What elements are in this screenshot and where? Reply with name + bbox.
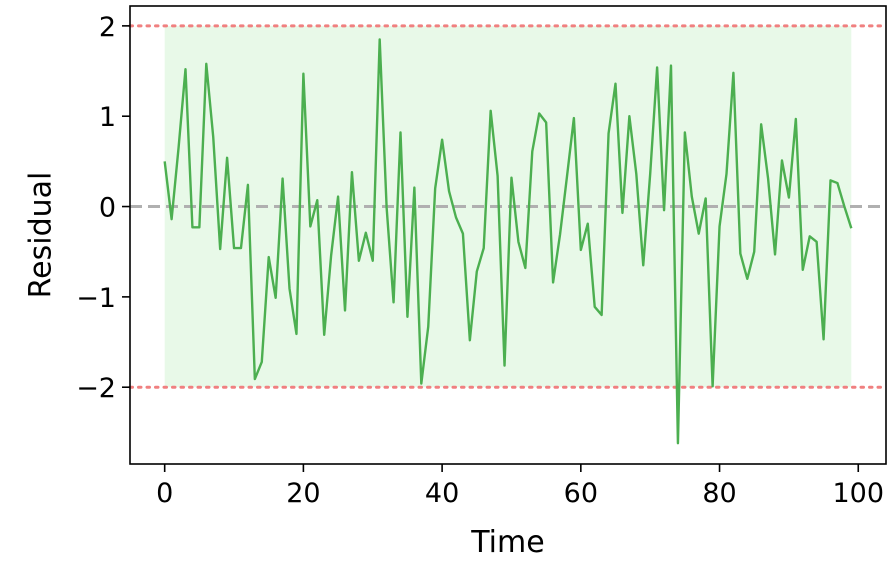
y-tick-label: 1 — [99, 102, 116, 133]
axes: 0 20 40 60 80 100 −2 −1 0 1 2 — [76, 5, 887, 509]
x-axis-label: Time — [470, 525, 544, 559]
y-axis-label: Residual — [24, 172, 59, 299]
x-tick-label: 40 — [425, 478, 459, 509]
y-tick-label: −1 — [76, 283, 116, 314]
plot-area — [128, 24, 888, 445]
x-tick-label: 60 — [564, 478, 598, 509]
x-tick-label: 100 — [832, 478, 884, 509]
y-tick-label: 2 — [99, 12, 116, 43]
y-tick-label: 0 — [99, 193, 116, 224]
y-tick-label: −2 — [76, 373, 116, 404]
residual-series-line — [163, 38, 853, 445]
x-tick-label: 80 — [702, 478, 736, 509]
x-tick-label: 20 — [286, 478, 320, 509]
x-tick-label: 0 — [156, 478, 173, 509]
axes-frame — [129, 5, 887, 465]
